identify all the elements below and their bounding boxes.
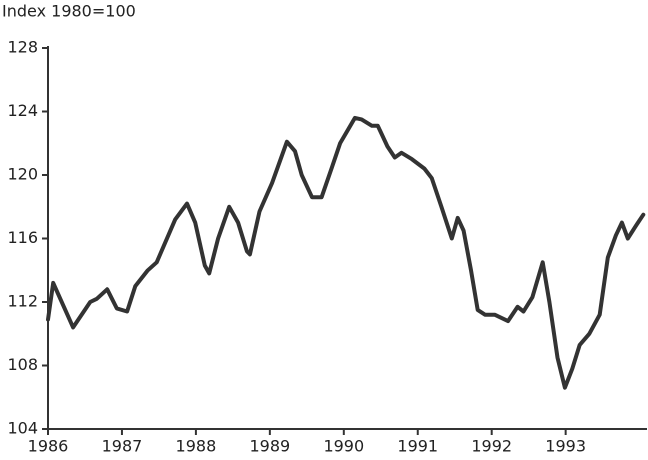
x-tick-label: 1987 <box>102 437 143 456</box>
x-tick-label: 1993 <box>545 437 586 456</box>
chart-title: Index 1980=100 <box>2 2 136 21</box>
y-tick-label: 104 <box>7 419 38 438</box>
x-tick-label: 1991 <box>397 437 438 456</box>
y-tick-label: 124 <box>7 101 38 120</box>
y-tick-label: 128 <box>7 38 38 57</box>
x-tick-label: 1990 <box>323 437 364 456</box>
y-tick-label: 112 <box>7 292 38 311</box>
y-tick-label: 120 <box>7 165 38 184</box>
x-tick-label: 1989 <box>249 437 290 456</box>
y-tick-label: 116 <box>7 228 38 247</box>
x-tick-label: 1988 <box>176 437 217 456</box>
x-tick-label: 1992 <box>471 437 512 456</box>
data-line <box>46 115 646 390</box>
x-tick-label: 1986 <box>28 437 69 456</box>
y-tick-label: 108 <box>7 355 38 374</box>
